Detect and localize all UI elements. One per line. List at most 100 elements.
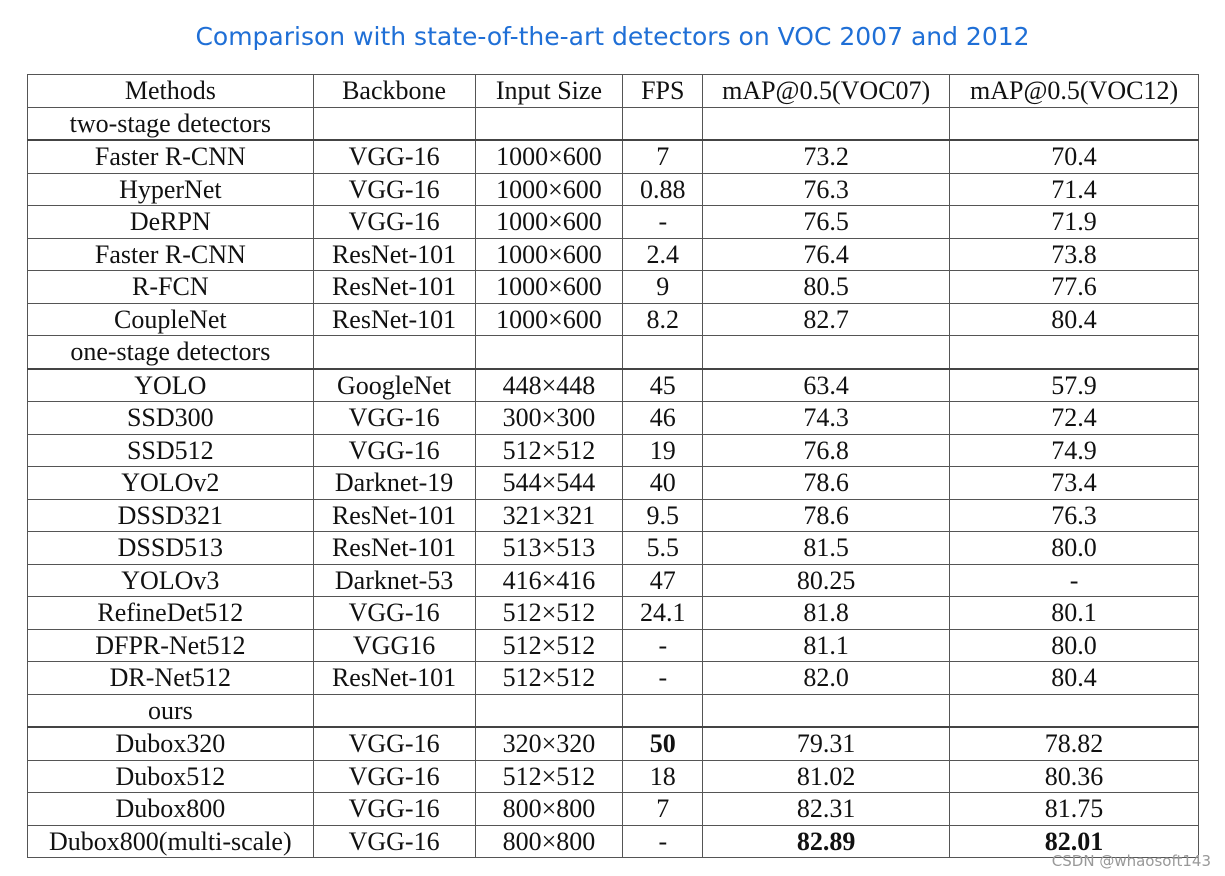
results-table: Methods Backbone Input Size FPS mAP@0.5(VOC0… <box>27 74 1199 858</box>
cell: 40 <box>622 466 704 500</box>
cell: 82.89 <box>702 824 951 858</box>
cell: VGG16 <box>312 628 476 662</box>
cell: 74.3 <box>702 401 951 435</box>
cell: YOLO <box>27 368 314 402</box>
column-header: mAP@0.5(VOC07) <box>702 74 951 108</box>
empty-cell <box>474 693 624 728</box>
cell: 1000×600 <box>474 172 624 206</box>
column-header: FPS <box>622 74 704 108</box>
cell: 50 <box>622 726 704 761</box>
cell: VGG-16 <box>312 205 476 239</box>
header-row: Methods Backbone Input Size FPS mAP@0.5(VOC0… <box>27 74 1199 108</box>
cell: 81.5 <box>702 531 951 565</box>
cell: 76.3 <box>949 498 1199 532</box>
empty-cell <box>312 335 476 370</box>
title: Comparison with state-of-the-art detecto… <box>195 22 1030 51</box>
cell: 9.5 <box>622 498 704 532</box>
cell: ResNet-101 <box>312 661 476 695</box>
cell: - <box>622 824 704 858</box>
data-row: Dubox800(multi-scale) VGG-16 800×800-82.89… <box>27 824 1199 858</box>
cell: 19 <box>622 433 704 467</box>
cell: 73.4 <box>949 466 1199 500</box>
cell: 73.2 <box>702 139 951 174</box>
section-label: one-stage detectors <box>27 335 314 370</box>
cell: YOLOv2 <box>27 466 314 500</box>
cell: 81.1 <box>702 628 951 662</box>
cell: Dubox800 <box>27 792 314 826</box>
data-row: DFPR-Net512 VGG16 512×512-81.1 80.0 <box>27 628 1199 662</box>
cell: 1000×600 <box>474 205 624 239</box>
cell: 448×448 <box>474 368 624 402</box>
cell: 82.7 <box>702 302 951 336</box>
empty-cell <box>312 693 476 728</box>
data-row: SSD300 VGG-16 300×300 46 74.3 72.4 <box>27 401 1199 435</box>
cell: 5.5 <box>622 531 704 565</box>
empty-cell <box>702 106 951 141</box>
cell: VGG-16 <box>312 726 476 761</box>
cell: 78.82 <box>949 726 1199 761</box>
section-label: two-stage detectors <box>27 106 314 141</box>
cell: 71.9 <box>949 205 1199 239</box>
cell: 300×300 <box>474 401 624 435</box>
cell: VGG-16 <box>312 172 476 206</box>
column-header: Input Size <box>474 74 624 108</box>
empty-cell <box>949 106 1199 141</box>
empty-cell <box>949 335 1199 370</box>
cell: GoogleNet <box>312 368 476 402</box>
cell: DSSD321 <box>27 498 314 532</box>
empty-cell <box>622 106 704 141</box>
cell: 416×416 <box>474 563 624 597</box>
cell: Faster R-CNN <box>27 237 314 271</box>
cell: 73.8 <box>949 237 1199 271</box>
cell: 63.4 <box>702 368 951 402</box>
cell: SSD300 <box>27 401 314 435</box>
data-row: YOLO GoogleNet 448×448 45 63.4 57.9 <box>27 368 1199 402</box>
section-row: ours <box>27 693 1199 728</box>
cell: 78.6 <box>702 498 951 532</box>
cell: VGG-16 <box>312 759 476 793</box>
cell: Dubox800(multi-scale) <box>27 824 314 858</box>
cell: - <box>949 563 1199 597</box>
data-row: YOLOv2 Darknet-19 544×544 40 78.6 73.4 <box>27 466 1199 500</box>
cell: 800×800 <box>474 792 624 826</box>
cell: 9 <box>622 270 704 304</box>
cell: VGG-16 <box>312 596 476 630</box>
cell: 74.9 <box>949 433 1199 467</box>
cell: 80.4 <box>949 661 1199 695</box>
table-body: two-stage detectors Faster R-CNN VGG-16 100… <box>27 106 1199 858</box>
data-row: R-FCN ResNet-101 1000×600 9 80.5 77.6 <box>27 270 1199 304</box>
cell: 81.8 <box>702 596 951 630</box>
data-row: Dubox800 VGG-16 800×800 7 82.31 81.75 <box>27 792 1199 826</box>
cell: 77.6 <box>949 270 1199 304</box>
empty-cell <box>622 693 704 728</box>
cell: 80.0 <box>949 628 1199 662</box>
data-row: DSSD513 ResNet-101 513×513 5.5 81.5 80.0 <box>27 531 1199 565</box>
cell: 8.2 <box>622 302 704 336</box>
cell: 1000×600 <box>474 237 624 271</box>
cell: 76.8 <box>702 433 951 467</box>
column-header: Backbone <box>312 74 476 108</box>
cell: 81.02 <box>702 759 951 793</box>
empty-cell <box>474 106 624 141</box>
cell: 76.4 <box>702 237 951 271</box>
cell: 2.4 <box>622 237 704 271</box>
cell: VGG-16 <box>312 401 476 435</box>
column-header: Methods <box>27 74 314 108</box>
cell: 320×320 <box>474 726 624 761</box>
cell: ResNet-101 <box>312 270 476 304</box>
section-label: ours <box>27 693 314 728</box>
cell: CoupleNet <box>27 302 314 336</box>
data-row: Faster R-CNN VGG-16 1000×600 7 73.2 70.4 <box>27 139 1199 174</box>
cell: - <box>622 205 704 239</box>
cell: 80.1 <box>949 596 1199 630</box>
empty-cell <box>702 693 951 728</box>
cell: VGG-16 <box>312 792 476 826</box>
cell: 78.6 <box>702 466 951 500</box>
cell: 80.4 <box>949 302 1199 336</box>
cell: 80.25 <box>702 563 951 597</box>
cell: ResNet-101 <box>312 498 476 532</box>
cell: 512×512 <box>474 596 624 630</box>
cell: Dubox512 <box>27 759 314 793</box>
cell: R-FCN <box>27 270 314 304</box>
section-row: two-stage detectors <box>27 106 1199 141</box>
